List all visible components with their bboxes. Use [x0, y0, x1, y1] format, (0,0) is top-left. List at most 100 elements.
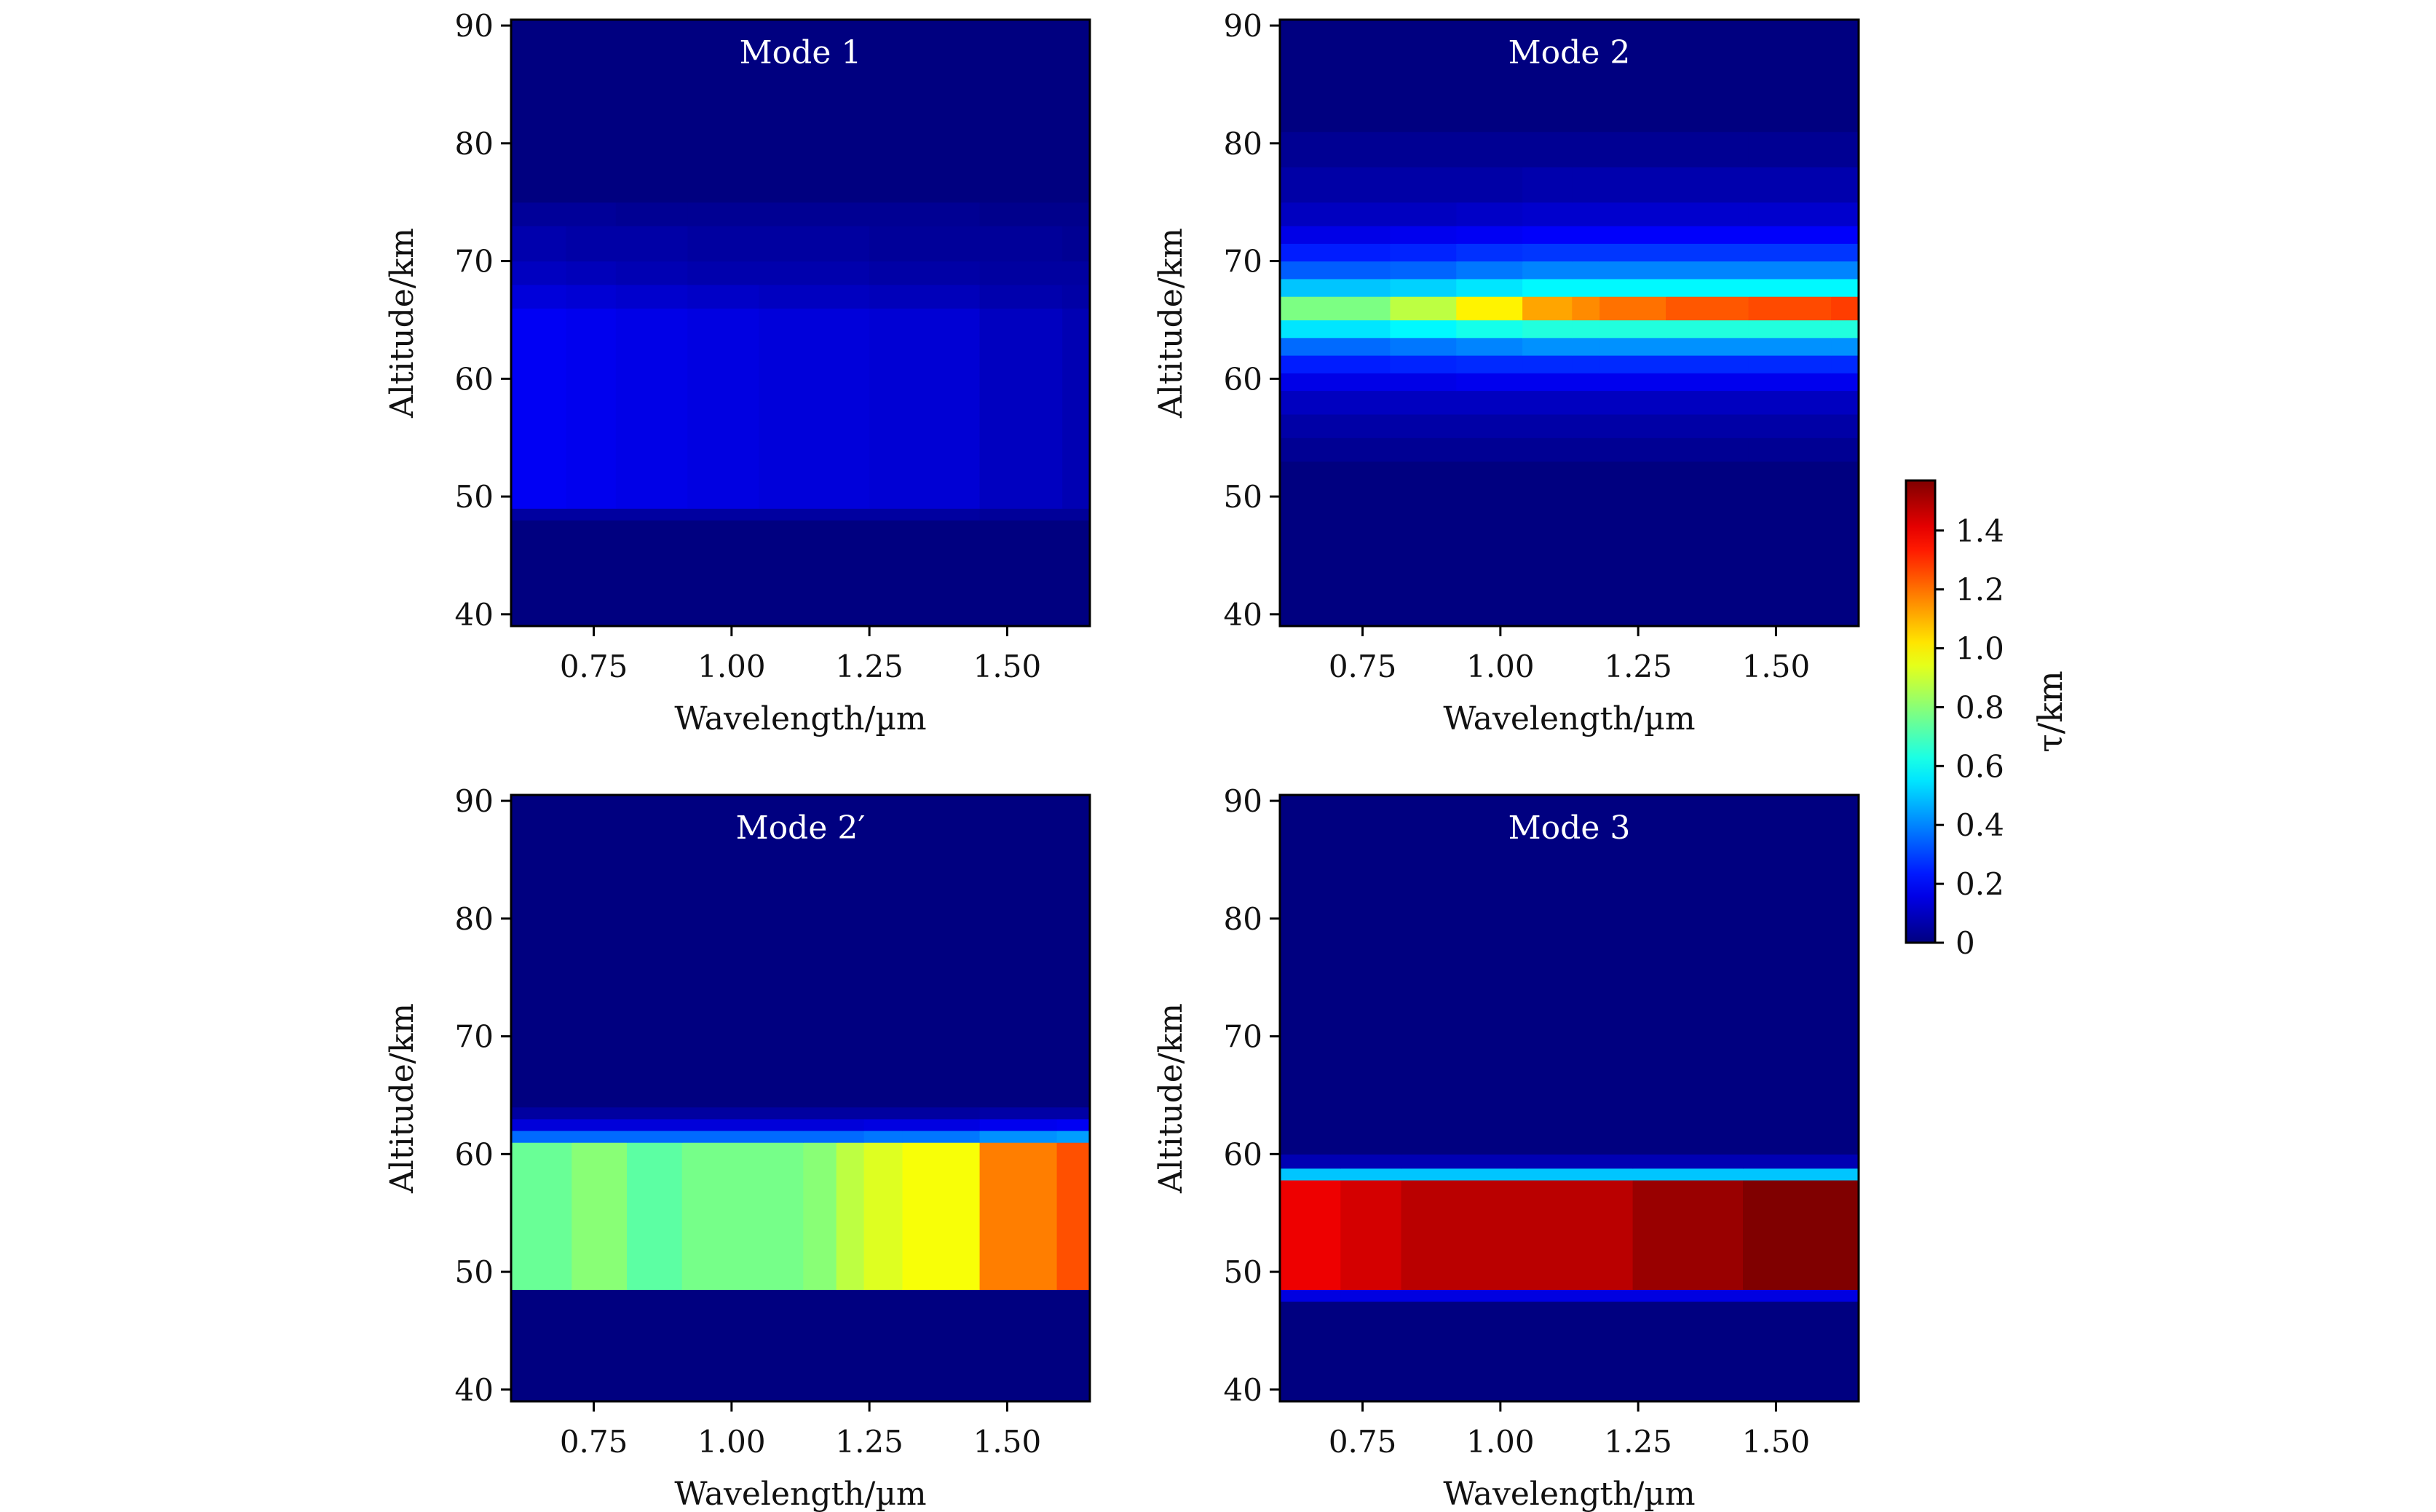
heatmap-cell: [1748, 461, 1832, 627]
heatmap-cell: [1748, 320, 1832, 339]
heatmap-cell: [1516, 1168, 1634, 1181]
heatmap-cell: [979, 795, 1058, 1108]
heatmap-cell: [1572, 320, 1600, 339]
heatmap-cell: [1748, 355, 1832, 373]
colorbar-gradient: [1906, 480, 1935, 943]
heatmap-cell: [759, 202, 870, 226]
heatmap-cell: [803, 1142, 837, 1290]
heatmap-cell: [687, 202, 760, 226]
heatmap-cell: [1748, 226, 1832, 244]
heatmap-cell: [1280, 202, 1391, 226]
heatmap-cell: [1831, 438, 1859, 462]
heatmap-cell: [1748, 261, 1832, 280]
heatmap-cell: [572, 1130, 628, 1143]
heatmap-cell: [1522, 320, 1573, 339]
heatmap-cell: [1456, 167, 1523, 203]
heatmap-cell: [511, 1142, 572, 1290]
heatmap-cell: [1062, 20, 1091, 203]
heatmap-cell: [1456, 226, 1523, 244]
plot-frame: [1278, 18, 1860, 628]
heatmap-cell: [1456, 461, 1523, 627]
heatmap-cell: [627, 1107, 683, 1120]
heatmap-cell: [1666, 261, 1749, 280]
plot-frame: [1278, 793, 1860, 1403]
heatmap-cell: [1572, 278, 1600, 297]
heatmap-cell: [1280, 1154, 1341, 1169]
heatmap-cell: [1831, 461, 1859, 627]
heatmap-cell: [566, 308, 617, 509]
heatmap-cell: [615, 508, 688, 521]
heatmap-cell: [759, 226, 870, 262]
y-tick-label: 60: [455, 361, 494, 397]
heatmap-cell: [1062, 202, 1091, 226]
heatmap-cell: [1522, 202, 1573, 226]
heatmap-cell: [1599, 461, 1666, 627]
heatmap-cell: [1456, 337, 1523, 356]
heatmap-cell: [979, 308, 1063, 509]
heatmap-cell: [627, 1130, 683, 1143]
heatmap-cell: [1456, 373, 1523, 392]
y-tick-label: 70: [1224, 244, 1262, 280]
x-tick-label: 1.00: [697, 649, 766, 684]
heatmap-cell: [1280, 355, 1391, 373]
heatmap-cell: [566, 284, 617, 309]
x-tick-label: 0.75: [560, 649, 628, 684]
heatmap-cell: [1572, 20, 1600, 132]
x-tick-label: 1.25: [1604, 1424, 1672, 1460]
heatmap-cell: [1456, 390, 1523, 415]
heatmap-cell: [979, 520, 1063, 627]
y-tick-label: 60: [1224, 361, 1262, 397]
heatmap-cell: [869, 202, 981, 226]
heatmap-cell: [627, 1118, 683, 1131]
heatmap-cell: [687, 20, 760, 203]
heatmap-cell: [681, 1130, 804, 1143]
heatmap-cell: [1522, 337, 1573, 356]
heatmap-cell: [511, 1118, 572, 1131]
heatmap-cell: [511, 202, 567, 226]
heatmap-cell: [1390, 320, 1457, 339]
heatmap-cell: [1056, 1107, 1091, 1120]
heatmap-cell: [1831, 261, 1859, 280]
heatmap-cell: [687, 226, 760, 262]
heatmap-cell: [1743, 1289, 1859, 1302]
x-tick-label: 0.75: [1329, 1424, 1397, 1460]
heatmap-cell: [1280, 390, 1391, 415]
heatmap-cell: [1456, 278, 1523, 297]
heatmap-cell: [836, 1130, 865, 1143]
heatmap-cell: [566, 520, 617, 627]
heatmap-cell: [1401, 1301, 1518, 1402]
heatmap-cell: [1599, 355, 1666, 373]
heatmap-cell: [1632, 1154, 1744, 1169]
heatmap-cell: [1062, 284, 1091, 309]
heatmap-cell: [1743, 795, 1859, 1155]
heatmap-cell: [1572, 355, 1600, 373]
heatmap-cell: [1456, 202, 1523, 226]
heatmap-cell: [1831, 20, 1859, 132]
y-tick-label: 90: [1224, 8, 1262, 44]
heatmap-cell: [979, 226, 1063, 262]
heatmap-cell: [1522, 243, 1573, 262]
y-tick-label: 80: [455, 126, 494, 162]
heatmap-cell: [1632, 1168, 1744, 1181]
heatmap-cell: [1831, 413, 1859, 438]
heatmap-cell: [979, 1289, 1058, 1402]
y-tick-label: 40: [1224, 1372, 1262, 1408]
heatmap-cell: [511, 795, 572, 1108]
heatmap-cell: [511, 284, 567, 309]
heatmap-cell: [1340, 1289, 1402, 1302]
y-tick-label: 60: [1224, 1136, 1262, 1172]
heatmap-cell: [615, 261, 688, 285]
heatmap-cell: [681, 1289, 804, 1402]
heatmap-cell: [979, 1130, 1058, 1143]
plot-frame: [510, 793, 1091, 1403]
heatmap-cell: [1522, 413, 1573, 438]
heatmap-cell: [869, 308, 981, 509]
y-tick-label: 40: [455, 1372, 494, 1408]
heatmap-cell: [1748, 243, 1832, 262]
heatmap-cell: [759, 20, 870, 203]
heatmap-cell: [1390, 202, 1457, 226]
heatmap-cell: [511, 508, 567, 521]
heatmap-cell: [1280, 1301, 1341, 1402]
heatmap-cell: [1831, 373, 1859, 392]
heatmap-cell: [1280, 278, 1391, 297]
